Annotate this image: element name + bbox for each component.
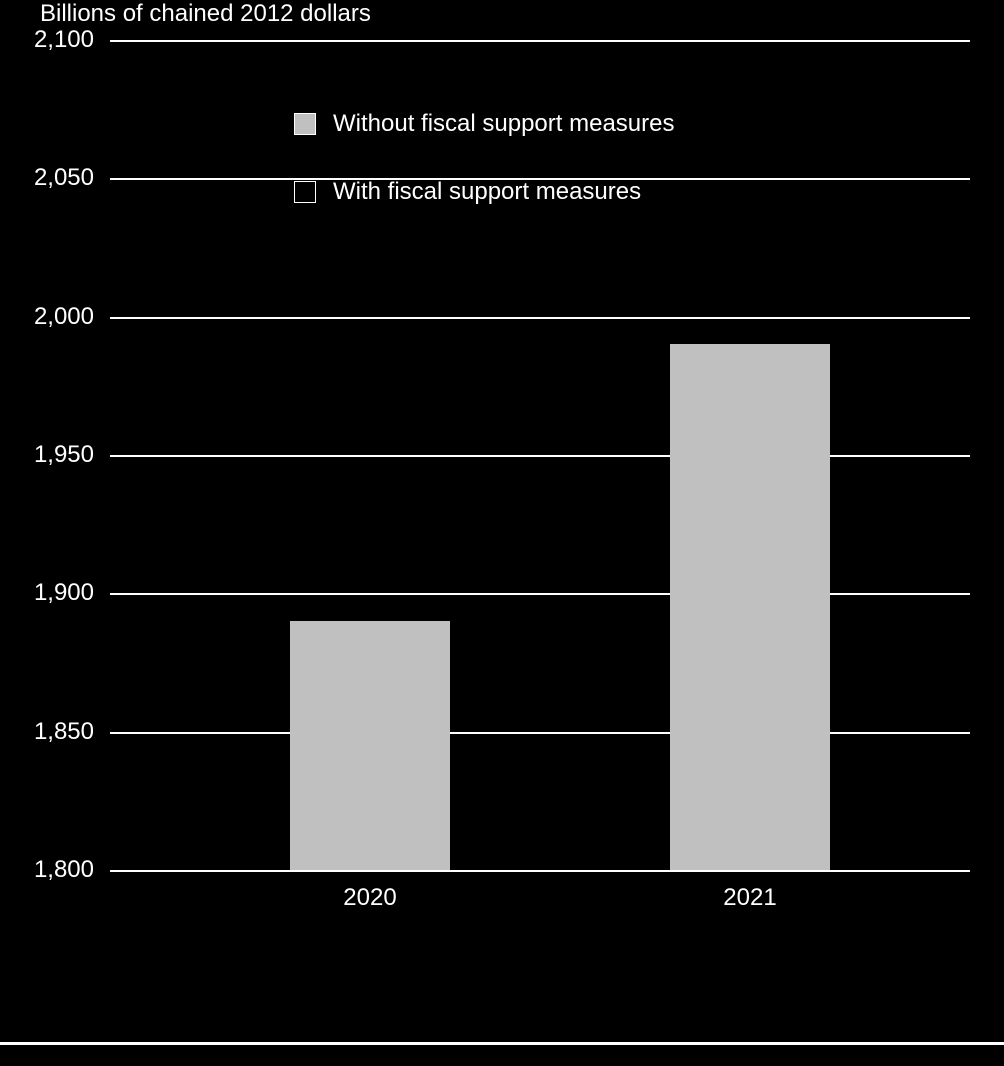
gridline bbox=[110, 455, 970, 457]
gridline bbox=[110, 870, 970, 872]
legend-swatch bbox=[295, 114, 315, 134]
y-tick-label: 1,800 bbox=[0, 856, 94, 884]
bottom-rule bbox=[0, 1042, 1004, 1045]
gridline bbox=[110, 40, 970, 42]
y-tick-label: 1,900 bbox=[0, 579, 94, 607]
legend-label: With fiscal support measures bbox=[333, 178, 641, 206]
x-tick-label: 2020 bbox=[343, 884, 396, 912]
y-tick-label: 2,100 bbox=[0, 26, 94, 54]
y-tick-label: 1,950 bbox=[0, 441, 94, 469]
gridline bbox=[110, 317, 970, 319]
legend: Without fiscal support measures With fisc… bbox=[295, 110, 674, 246]
chart-subtitle: Billions of chained 2012 dollars bbox=[40, 0, 371, 28]
legend-label: Without fiscal support measures bbox=[333, 110, 674, 138]
legend-item: Without fiscal support measures bbox=[295, 110, 674, 138]
gdp-bar-chart: Billions of chained 2012 dollars 1,800 1,… bbox=[0, 0, 1004, 1066]
legend-swatch bbox=[295, 182, 315, 202]
y-tick-label: 2,000 bbox=[0, 303, 94, 331]
y-tick-label: 2,050 bbox=[0, 164, 94, 192]
x-tick-label: 2021 bbox=[723, 884, 776, 912]
gridline bbox=[110, 593, 970, 595]
bar bbox=[670, 344, 830, 870]
bar bbox=[290, 621, 450, 870]
y-tick-label: 1,850 bbox=[0, 718, 94, 746]
legend-item: With fiscal support measures bbox=[295, 178, 674, 206]
gridline bbox=[110, 732, 970, 734]
